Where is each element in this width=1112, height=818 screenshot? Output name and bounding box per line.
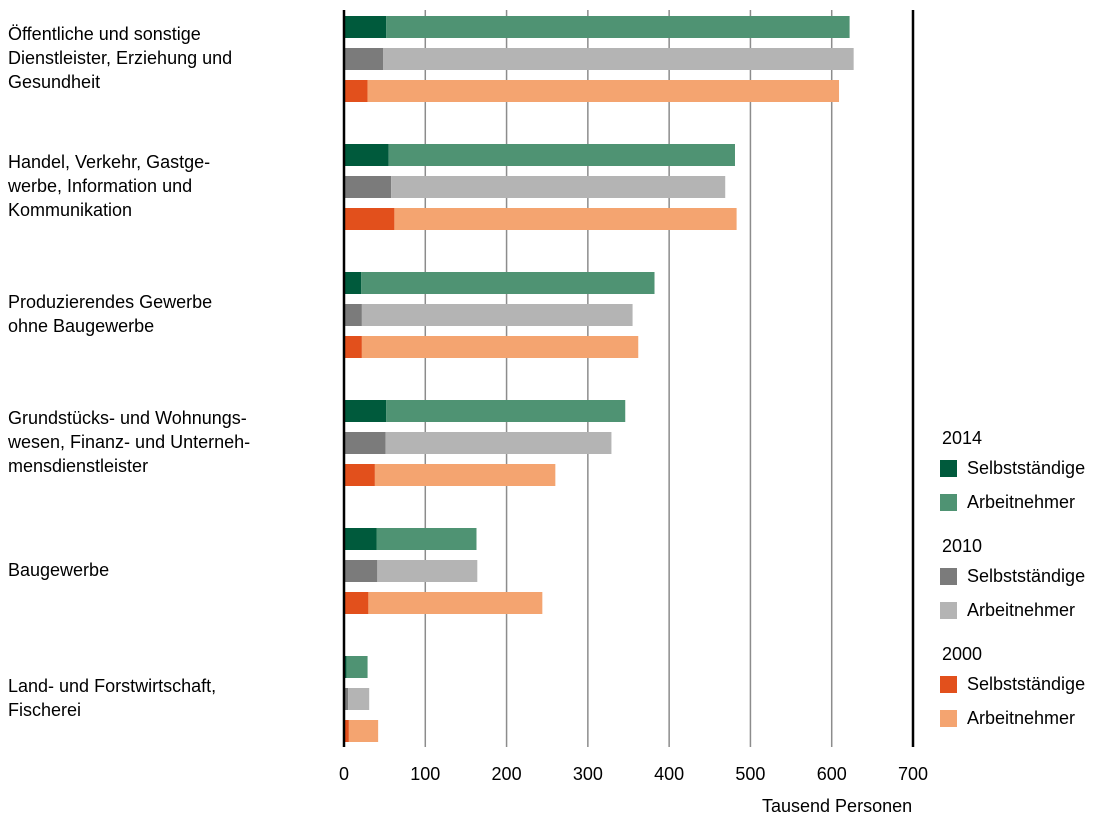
bar-2014-arbeitnehmer <box>388 144 735 166</box>
x-tick-label: 100 <box>410 764 440 784</box>
legend-year: 2010 <box>942 536 983 556</box>
category-label: Öffentliche und sonstige Dienstleister, … <box>8 24 233 92</box>
bar-2000-arbeitnehmer <box>367 80 840 102</box>
bar-2000-arbeitnehmer <box>394 208 737 230</box>
category-label: Baugewerbe <box>8 560 110 580</box>
legend-swatch <box>940 567 957 585</box>
bar-2010-arbeitnehmer <box>348 688 370 710</box>
legend-year: 2000 <box>942 644 983 664</box>
bar-2000-selbststaendige <box>344 336 362 358</box>
category-label: Produzierendes Gewerbe ohne Baugewerbe <box>8 292 213 336</box>
bar-2010-arbeitnehmer <box>391 176 726 198</box>
legend-swatch <box>940 675 957 693</box>
legend: 2014 Selbstständige Arbeitnehmer 2010 Selbst… <box>940 425 1112 749</box>
x-tick-labels: 0 100 200 300 400 500 600 700 <box>339 764 928 784</box>
x-tick-label: 500 <box>735 764 765 784</box>
x-tick-label: 200 <box>492 764 522 784</box>
bar-2000-arbeitnehmer <box>374 464 556 486</box>
category-label: Land- und Forstwirtschaft, Fischerei <box>8 676 217 720</box>
category-label: Handel, Verkehr, Gastge- werbe, Informat… <box>8 152 211 220</box>
grid-lines <box>424 10 833 747</box>
bar-2010-selbststaendige <box>344 48 384 70</box>
bar-2010-arbeitnehmer <box>385 432 612 454</box>
bar-2014-selbststaendige <box>344 400 387 422</box>
bar-2000-selbststaendige <box>344 592 369 614</box>
x-tick-label: 700 <box>898 764 928 784</box>
bars <box>344 16 854 742</box>
x-axis-title: Tausend Personen <box>762 796 913 816</box>
x-tick-label: 400 <box>654 764 684 784</box>
legend-label: Selbstständige <box>967 457 1086 478</box>
bar-2010-arbeitnehmer <box>377 560 478 582</box>
bar-2014-arbeitnehmer <box>386 400 626 422</box>
legend-item: Arbeitnehmer <box>940 593 1112 627</box>
legend-group-2010: 2010 Selbstständige Arbeitnehmer <box>940 533 1112 627</box>
legend-swatch <box>940 459 957 477</box>
x-tick-label: 0 <box>339 764 349 784</box>
x-tick-label: 600 <box>817 764 847 784</box>
bar-2000-selbststaendige <box>344 720 349 742</box>
legend-label: Arbeitnehmer <box>967 599 1076 620</box>
bar-2000-arbeitnehmer <box>348 720 379 742</box>
bar-2010-selbststaendige <box>344 304 362 326</box>
legend-item: Arbeitnehmer <box>940 485 1112 519</box>
bar-2000-arbeitnehmer <box>361 336 639 358</box>
bar-2010-selbststaendige <box>344 176 392 198</box>
bar-2010-selbststaendige <box>344 560 378 582</box>
legend-label: Selbstständige <box>967 673 1086 694</box>
axes <box>342 10 915 747</box>
bar-2000-selbststaendige <box>344 208 395 230</box>
bar-2000-selbststaendige <box>344 80 368 102</box>
legend-year: 2014 <box>942 428 983 448</box>
legend-item: Arbeitnehmer <box>940 701 1112 735</box>
bar-2014-arbeitnehmer <box>386 16 850 38</box>
bar-2014-arbeitnehmer <box>376 528 477 550</box>
legend-label: Arbeitnehmer <box>967 707 1076 728</box>
bar-2000-arbeitnehmer <box>368 592 543 614</box>
bar-2014-selbststaendige <box>344 16 387 38</box>
bar-2014-arbeitnehmer <box>361 272 655 294</box>
legend-item: Selbstständige <box>940 451 1112 485</box>
bar-2010-arbeitnehmer <box>383 48 854 70</box>
bar-2014-selbststaendige <box>344 272 362 294</box>
legend-group-2000: 2000 Selbstständige Arbeitnehmer <box>940 641 1112 735</box>
bar-2010-arbeitnehmer <box>361 304 633 326</box>
legend-swatch <box>940 601 957 619</box>
bar-2014-arbeitnehmer <box>346 656 368 678</box>
bar-2014-selbststaendige <box>344 528 377 550</box>
legend-swatch <box>940 493 957 511</box>
legend-group-2014: 2014 Selbstständige Arbeitnehmer <box>940 425 1112 519</box>
legend-swatch <box>940 709 957 727</box>
x-tick-label: 300 <box>573 764 603 784</box>
legend-item: Selbstständige <box>940 559 1112 593</box>
bar-2010-selbststaendige <box>344 688 349 710</box>
legend-item: Selbstständige <box>940 667 1112 701</box>
legend-label: Arbeitnehmer <box>967 491 1076 512</box>
bar-2000-selbststaendige <box>344 464 375 486</box>
bar-2010-selbststaendige <box>344 432 386 454</box>
legend-label: Selbstständige <box>967 565 1086 586</box>
bar-2014-selbststaendige <box>344 144 389 166</box>
category-label: Grundstücks- und Wohnungs- wesen, Finanz… <box>8 408 251 476</box>
